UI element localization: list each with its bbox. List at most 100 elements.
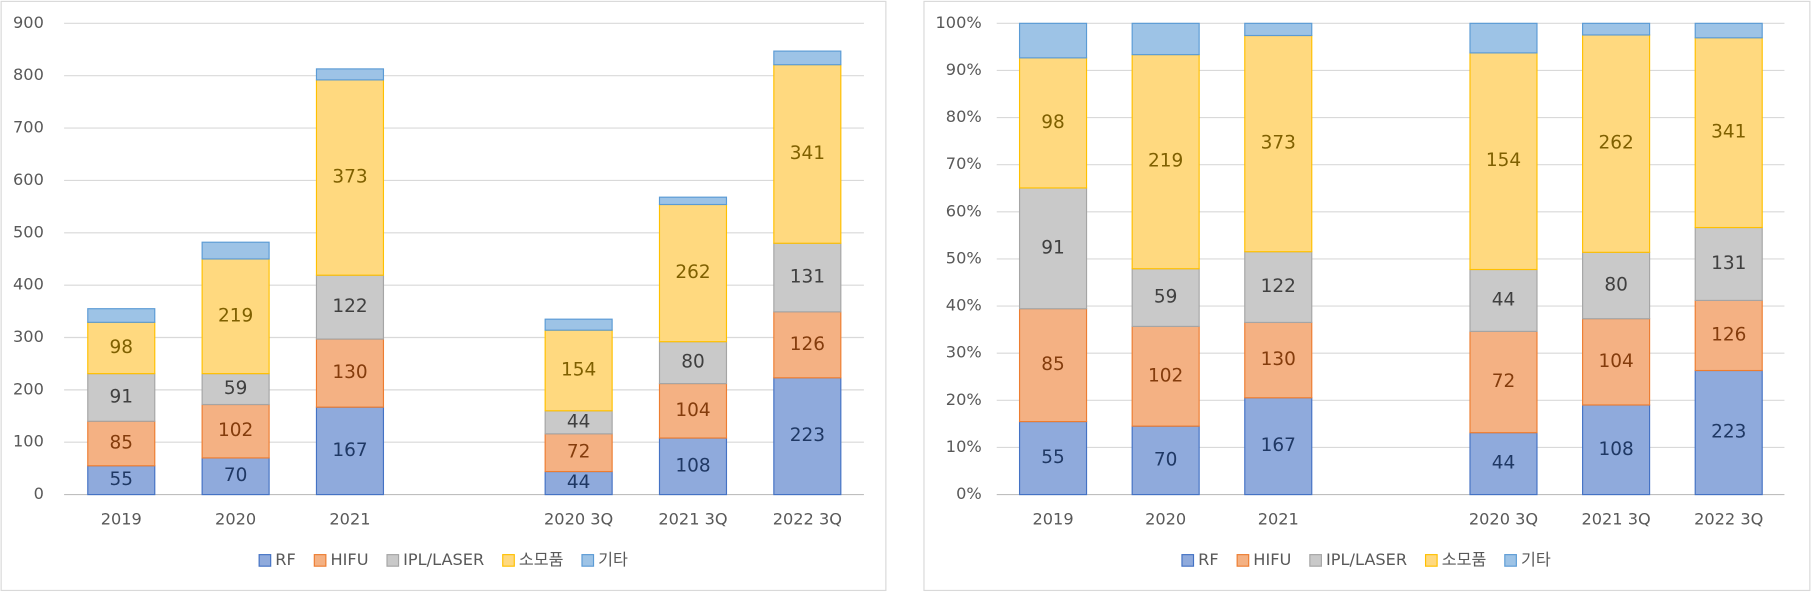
bar-segment [87, 373, 156, 422]
data-label: 219 [218, 305, 253, 326]
y-tick-label: 700 [13, 118, 44, 137]
bar-segment [544, 329, 613, 412]
bar-segment [315, 79, 385, 276]
legend-swatch [1504, 554, 1517, 567]
bar-segment [1244, 22, 1313, 37]
bar-segment [1469, 52, 1538, 271]
data-label: 122 [332, 296, 367, 317]
data-label: 55 [1041, 447, 1065, 468]
bar-segment [773, 50, 842, 66]
y-tick-label: 500 [13, 222, 44, 241]
data-label: 70 [224, 465, 248, 486]
bar-segment [773, 377, 842, 496]
x-tick-label: 2021 3Q [658, 509, 727, 528]
bar-segment [1018, 187, 1088, 310]
y-tick-label: 50% [946, 248, 982, 267]
legend-label: 소모품 [519, 550, 564, 569]
data-label: 262 [1598, 133, 1633, 154]
data-label: 102 [1148, 365, 1183, 386]
legend-label: 기타 [1521, 550, 1551, 569]
legend-swatch [581, 554, 595, 567]
bar-segment [201, 457, 270, 496]
bar-segment [1244, 397, 1313, 496]
legend-label: RF [1198, 550, 1219, 569]
bar-segment [87, 420, 156, 467]
chart-panel [0, 0, 887, 592]
y-tick-label: 80% [946, 107, 982, 126]
bar-segment [1469, 22, 1538, 54]
bar-segment [1694, 299, 1763, 372]
data-label: 44 [1492, 289, 1516, 310]
y-tick-label: 30% [946, 343, 982, 362]
bar-segment [773, 311, 842, 379]
bar-segment [1018, 22, 1088, 59]
data-label: 102 [218, 420, 253, 441]
bar-segment [658, 203, 728, 343]
bar-segment [1018, 308, 1088, 423]
bar-segment [1469, 330, 1538, 434]
y-tick-label: 70% [946, 154, 982, 173]
y-tick-label: 20% [946, 390, 982, 409]
x-tick-label: 2020 [1145, 509, 1186, 528]
legend-swatch [386, 554, 400, 567]
bar-segment [1582, 34, 1651, 253]
data-label: 219 [1148, 151, 1183, 172]
legend-label: 기타 [598, 550, 628, 569]
data-label: 130 [332, 362, 367, 383]
data-label: 104 [1598, 351, 1633, 372]
data-label: 154 [561, 359, 596, 380]
bar-segment [1694, 37, 1763, 229]
y-tick-label: 40% [946, 296, 982, 315]
data-label: 98 [110, 337, 134, 358]
legend-swatch [258, 554, 272, 567]
y-tick-label: 900 [13, 13, 44, 32]
legend-swatch [313, 554, 327, 567]
data-label: 223 [790, 425, 825, 446]
y-tick-label: 90% [946, 60, 982, 79]
y-tick-label: 0 [34, 484, 44, 503]
data-label: 104 [675, 400, 710, 421]
data-label: 373 [1261, 133, 1296, 154]
data-label: 72 [1492, 371, 1516, 392]
y-tick-label: 300 [13, 327, 44, 346]
bar-segment [1131, 325, 1200, 427]
bar-segment [87, 308, 156, 323]
bar-segment [315, 274, 385, 340]
legend-swatch [1309, 554, 1322, 567]
bar-segment [315, 68, 385, 81]
y-tick-label: 100% [936, 13, 982, 32]
bar-segment [1469, 268, 1538, 332]
bar-segment [201, 403, 270, 459]
data-label: 59 [1154, 287, 1178, 308]
data-label: 154 [1486, 150, 1521, 171]
x-tick-label: 2021 3Q [1581, 509, 1650, 528]
x-tick-label: 2020 [215, 509, 256, 528]
data-label: 85 [1041, 354, 1065, 375]
y-tick-label: 60% [946, 201, 982, 220]
data-label: 44 [1492, 453, 1516, 474]
bar-segment [1244, 321, 1313, 399]
legend-swatch [1181, 554, 1195, 567]
legend-label: HIFU [1253, 550, 1291, 569]
x-tick-label: 2022 3Q [1694, 509, 1763, 528]
data-label: 91 [1041, 237, 1065, 258]
bar-segment [1582, 404, 1651, 496]
data-label: 44 [567, 411, 591, 432]
y-tick-label: 0% [956, 484, 982, 503]
bar-segment [544, 433, 613, 473]
legend-swatch [1424, 554, 1438, 567]
bar-segment [315, 406, 385, 496]
bar-segment [201, 373, 270, 406]
x-tick-label: 2021 [329, 509, 370, 528]
bar-segment [1694, 22, 1763, 39]
legend-label: 소모품 [1442, 550, 1487, 569]
legend-label: IPL/LASER [403, 550, 484, 569]
x-tick-label: 2021 [1258, 509, 1299, 528]
y-tick-label: 100 [13, 432, 44, 451]
y-tick-label: 10% [946, 437, 982, 456]
y-tick-label: 400 [13, 275, 44, 294]
data-label: 59 [224, 378, 248, 399]
data-label: 373 [332, 167, 367, 188]
x-tick-label: 2020 3Q [1469, 509, 1538, 528]
